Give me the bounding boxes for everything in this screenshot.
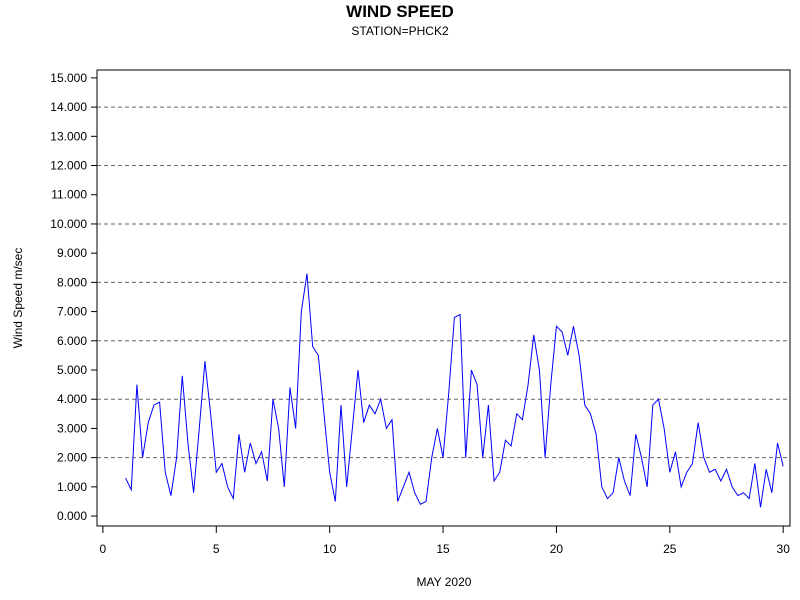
x-tick-label: 0 — [100, 542, 107, 556]
y-tick-label: 0.000 — [57, 509, 87, 523]
x-tick-label: 30 — [777, 542, 791, 556]
x-tick-label: 15 — [436, 542, 450, 556]
y-tick-label: 1.000 — [57, 480, 87, 494]
y-tick-label: 15.000 — [50, 71, 87, 85]
y-tick-label: 13.000 — [50, 129, 87, 143]
y-tick-label: 9.000 — [57, 246, 87, 260]
y-tick-label: 7.000 — [57, 305, 87, 319]
chart-title: WIND SPEED — [346, 2, 454, 21]
y-tick-label: 3.000 — [57, 421, 87, 435]
y-tick-label: 5.000 — [57, 363, 87, 377]
chart-subtitle: STATION=PHCK2 — [351, 24, 449, 38]
y-axis-label: Wind Speed m/sec — [11, 248, 25, 349]
x-tick-label: 25 — [663, 542, 677, 556]
x-tick-label: 20 — [550, 542, 564, 556]
x-tick-label: 10 — [323, 542, 337, 556]
x-tick-label: 5 — [213, 542, 220, 556]
x-axis-label: MAY 2020 — [417, 575, 472, 589]
y-tick-label: 4.000 — [57, 392, 87, 406]
y-tick-label: 8.000 — [57, 275, 87, 289]
y-tick-label: 6.000 — [57, 334, 87, 348]
y-tick-label: 12.000 — [50, 159, 87, 173]
y-tick-label: 10.000 — [50, 217, 87, 231]
y-tick-label: 2.000 — [57, 451, 87, 465]
y-tick-label: 14.000 — [50, 100, 87, 114]
wind-speed-line — [125, 273, 784, 508]
y-tick-label: 11.000 — [51, 188, 87, 202]
